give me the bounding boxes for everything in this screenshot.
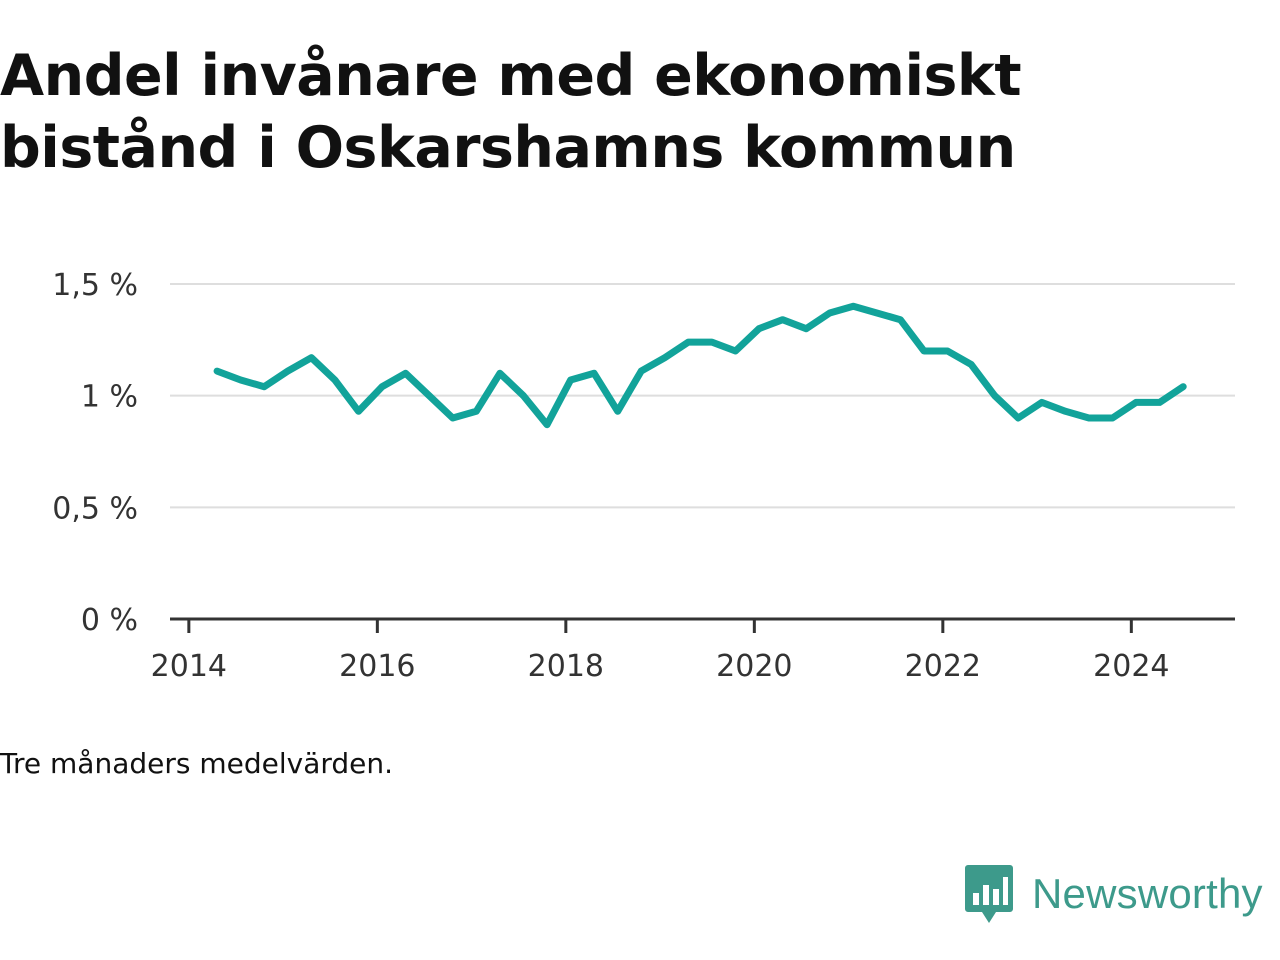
newsworthy-logo-text: Newsworthy (1032, 870, 1263, 917)
line-chart: 0 % 0,5 % 1 % 1,5 % 2014 2016 2018 2020 2022 202… (52, 268, 1235, 684)
series-line (213, 302, 1187, 429)
grid-lines (170, 283, 1235, 509)
newsworthy-bar-chart-icon (965, 865, 1013, 923)
x-tick-label: 2022 (905, 649, 981, 684)
chart-title-line-1: Andel invånare med ekonomiskt (0, 43, 1022, 109)
y-tick-label: 0 % (81, 603, 138, 638)
y-axis-ticks: 0 % 0,5 % 1 % 1,5 % (52, 268, 138, 638)
data-series (213, 302, 1187, 429)
y-tick-label: 0,5 % (52, 491, 138, 526)
x-tick-label: 2020 (716, 649, 792, 684)
x-tick-label: 2024 (1093, 649, 1169, 684)
newsworthy-logo: Newsworthy (964, 862, 1263, 926)
x-tick-label: 2014 (151, 649, 227, 684)
x-tick-label: 2016 (339, 649, 415, 684)
chart-title: Andel invånare med ekonomiskt bistånd i … (0, 40, 1240, 184)
x-axis: 2014 2016 2018 2020 2022 2024 (151, 617, 1235, 684)
x-tick-label: 2018 (528, 649, 604, 684)
y-tick-label: 1 % (81, 380, 138, 415)
chart-note: Tre månaders medelvärden. (0, 747, 394, 780)
chart-title-line-2: bistånd i Oskarshamns kommun (0, 115, 1016, 181)
y-tick-label: 1,5 % (52, 268, 138, 303)
